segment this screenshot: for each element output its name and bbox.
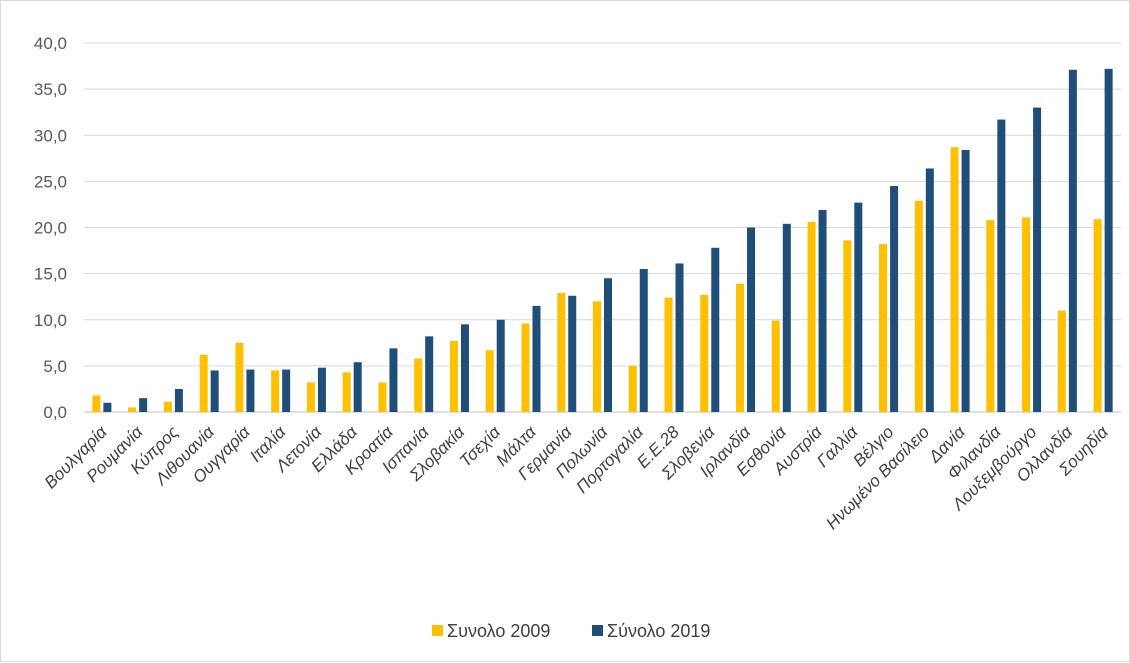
bar-2019-17 [711,247,720,412]
bar-2009-8 [378,382,387,412]
bar-2009-15 [628,365,637,412]
bar-2019-2 [174,388,183,412]
x-axis-labels: ΒουλγαρίαΡουμανίαΚύπροςΛιθουανίαΟυγγαρία… [41,421,1113,533]
y-tick-label: 25,0 [34,172,67,191]
y-tick-label: 0,0 [43,403,67,422]
bar-2019-11 [496,319,505,412]
bar-2019-26 [1033,107,1042,412]
y-tick-label: 30,0 [34,126,67,145]
y-tick-label: 10,0 [34,311,67,330]
bar-2019-18 [747,227,756,412]
bar-2019-3 [210,370,219,412]
bar-2009-13 [557,292,566,412]
legend: Συνολο 2009 Σύνολο 2019 [432,621,710,641]
bar-2019-13 [568,295,577,412]
bar-2019-5 [282,369,291,412]
y-tick-label: 35,0 [34,80,67,99]
bar-2019-21 [854,202,863,412]
bar-2019-27 [1068,69,1077,412]
bar-2009-28 [1093,219,1102,412]
legend-swatch-2019 [592,625,603,636]
bar-2009-0 [92,395,101,412]
bar-2019-0 [103,402,112,412]
bar-2019-24 [961,150,970,412]
bar-2009-21 [843,240,852,412]
bar-2019-15 [639,269,648,412]
bar-2009-4 [235,342,244,412]
bar-2019-6 [317,367,326,412]
y-tick-label: 40,0 [34,34,67,53]
bar-2009-7 [342,372,351,412]
y-tick-label: 5,0 [43,357,67,376]
bar-2009-9 [414,358,423,412]
bar-2019-25 [997,119,1006,412]
bar-2009-20 [807,221,816,412]
bar-2019-12 [532,305,541,412]
bar-2009-10 [449,340,458,412]
bar-2019-16 [675,263,684,412]
bar-2019-8 [389,348,398,412]
y-axis-ticks: 0,0 5,0 10,0 15,0 20,0 25,0 30,0 35,0 40,0 [34,34,67,422]
bar-2019-23 [925,168,934,412]
bar-2019-1 [139,398,148,412]
legend-label-2009: Συνολο 2009 [447,621,550,641]
bar-2019-28 [1104,68,1113,412]
bar-2009-11 [485,350,494,412]
bar-2009-27 [1057,310,1066,412]
bar-2019-4 [246,369,255,412]
bar-2009-6 [306,382,315,412]
bar-2009-25 [986,220,995,412]
bar-2009-23 [914,200,923,412]
bar-2019-22 [890,185,899,412]
bar-2009-2 [163,401,172,412]
bars [92,68,1113,412]
bar-2009-26 [1022,217,1031,412]
bar-2009-17 [700,294,709,412]
gridlines [84,42,1121,413]
bar-2009-22 [879,244,888,412]
bar-2019-14 [604,278,612,412]
bar-2009-1 [128,407,137,412]
bar-2009-12 [521,323,530,412]
bar-2009-24 [950,147,959,412]
bar-2019-9 [425,336,434,412]
bar-2019-20 [818,209,827,412]
bar-2009-19 [771,320,780,412]
bar-2019-10 [460,324,469,412]
bar-2009-3 [199,354,208,412]
bar-2009-14 [593,301,601,412]
bar-2009-16 [664,297,673,412]
legend-label-2019: Σύνολο 2019 [607,621,710,641]
bar-2009-5 [271,370,280,412]
y-tick-label: 20,0 [34,219,67,238]
bar-2019-7 [353,362,362,412]
x-tick-label: Τσεχία [456,421,505,470]
bar-2019-19 [782,223,791,412]
y-tick-label: 15,0 [34,265,67,284]
legend-swatch-2009 [432,625,443,636]
bar-2009-18 [736,283,745,412]
